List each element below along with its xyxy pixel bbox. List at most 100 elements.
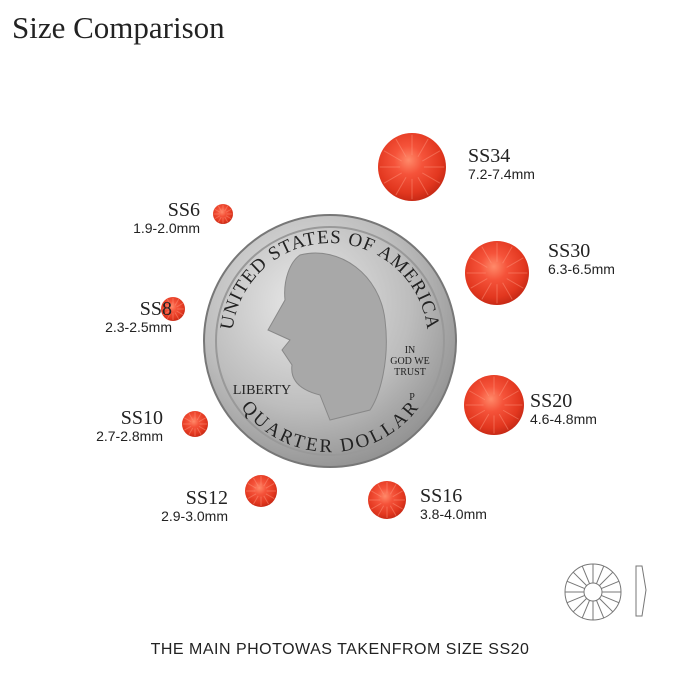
stone-facet xyxy=(174,312,180,320)
stone-gem xyxy=(245,475,277,507)
diagram-ray xyxy=(566,580,585,590)
coin-motto: GOD WE xyxy=(390,356,430,367)
stone-facet xyxy=(174,298,180,306)
stone-size: 2.7-2.8mm xyxy=(96,428,163,444)
stone-facet xyxy=(252,477,259,487)
stone-size: 7.2-7.4mm xyxy=(468,166,535,182)
stone-size: 6.3-6.5mm xyxy=(548,261,615,277)
stone-facet xyxy=(217,205,222,212)
stone-facet xyxy=(225,208,232,213)
stone-facet xyxy=(470,278,488,289)
stones: SS347.2-7.4mmSS306.3-6.5mmSS204.6-4.8mmS… xyxy=(96,133,615,524)
stone-diagram xyxy=(564,563,647,621)
coin-motto: TRUST xyxy=(394,367,426,378)
stone-facet xyxy=(224,205,229,212)
stone-facet xyxy=(166,312,172,320)
stone-facet xyxy=(265,493,275,500)
stone-facet xyxy=(383,172,402,184)
diagram-ray xyxy=(599,598,614,613)
stone-facet xyxy=(389,505,397,516)
stone-facet xyxy=(184,425,192,431)
diagram-ray xyxy=(572,598,587,613)
stone-name: SS20 xyxy=(530,390,572,412)
stone-facet xyxy=(188,427,194,435)
coin: UNITED STATES OF AMERICA QUARTER DOLLAR … xyxy=(203,214,457,468)
stone-size: 4.6-4.8mm xyxy=(530,411,597,427)
stone-facet xyxy=(392,490,403,498)
stone-facet xyxy=(371,502,382,510)
stone-facet xyxy=(162,310,170,316)
diagram-ray xyxy=(572,571,587,586)
coin-mint: P xyxy=(409,392,415,403)
diagram-ray xyxy=(595,600,605,619)
stone-gem xyxy=(464,375,524,435)
stone-facet xyxy=(252,495,259,505)
stone-facet xyxy=(263,495,270,505)
stone-facet xyxy=(498,380,509,397)
stone-facet xyxy=(469,409,486,420)
stone-facet xyxy=(247,493,257,500)
stone-size: 1.9-2.0mm xyxy=(133,220,200,236)
stone-size: 2.9-3.0mm xyxy=(161,508,228,524)
stone-facet xyxy=(506,278,524,289)
diagram-ray xyxy=(601,594,620,604)
stone-gem xyxy=(213,204,233,224)
stone-facet xyxy=(395,138,407,157)
diagram-ray xyxy=(581,600,591,619)
stone-name: SS30 xyxy=(548,240,590,262)
stone-facet xyxy=(417,177,429,196)
stone-facet xyxy=(422,172,441,184)
stone-facet xyxy=(502,390,519,401)
stone-facet xyxy=(481,246,492,264)
diagram-ray xyxy=(601,580,620,590)
stone-facet xyxy=(395,177,407,196)
diagram-ray xyxy=(581,565,591,584)
stone-facet xyxy=(198,417,206,423)
stone-name: SS8 xyxy=(140,298,172,320)
stone-facet xyxy=(214,215,221,220)
stone-facet xyxy=(502,409,519,420)
stone-facet xyxy=(247,482,257,489)
stone-facet xyxy=(470,257,488,268)
stone-facet xyxy=(377,505,385,516)
stone-facet xyxy=(377,484,385,495)
stone-facet xyxy=(214,208,221,213)
stone-facet xyxy=(176,302,184,308)
stone-name: SS6 xyxy=(168,199,200,221)
stone-facet xyxy=(506,257,524,268)
stone-facet xyxy=(263,477,270,487)
footer: THE MAIN PHOTOWAS TAKENFROM SIZE SS20 xyxy=(151,641,530,658)
diagram-ray xyxy=(599,571,614,586)
stone-facet xyxy=(417,138,429,157)
stone-facet xyxy=(225,215,232,220)
stone-facet xyxy=(196,413,202,421)
stone-facet xyxy=(498,413,509,430)
stone-name: SS16 xyxy=(420,485,462,507)
stone-facet xyxy=(392,502,403,510)
stone-facet xyxy=(217,216,222,223)
stone-name: SS12 xyxy=(186,487,228,509)
stone-gem xyxy=(378,133,446,201)
stone-facet xyxy=(371,490,382,498)
stone-facet xyxy=(383,150,402,162)
stone-facet xyxy=(188,413,194,421)
stone-facet xyxy=(265,482,275,489)
stone-facet xyxy=(469,390,486,401)
stone-facet xyxy=(196,427,202,435)
stone-gem xyxy=(161,297,185,321)
stone-facet xyxy=(198,425,206,431)
stone-size: 2.3-2.5mm xyxy=(105,319,172,335)
stone-facet xyxy=(389,484,397,495)
stone-facet xyxy=(502,246,513,264)
stone-facet xyxy=(224,216,229,223)
